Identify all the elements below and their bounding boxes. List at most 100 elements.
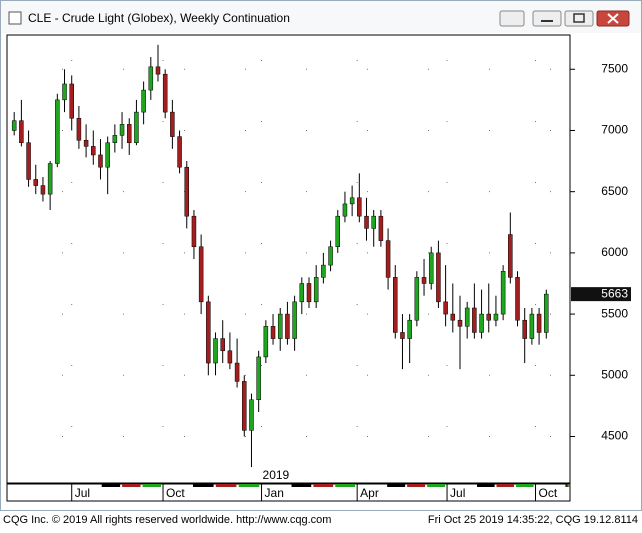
- candle-body: [515, 277, 520, 321]
- candle-body: [285, 313, 290, 339]
- candle-body: [393, 277, 398, 333]
- candle-body: [436, 252, 441, 303]
- candle-body: [98, 154, 103, 168]
- candle-body: [256, 356, 261, 401]
- candle-body: [472, 307, 477, 333]
- x-tick-label: Apr: [360, 486, 379, 500]
- candle-body: [493, 313, 499, 321]
- y-tick-label: 6500: [601, 184, 628, 198]
- maximize-button[interactable]: [564, 10, 594, 27]
- strip-segment: [516, 484, 534, 487]
- candle-body: [126, 124, 132, 143]
- candle-body: [529, 313, 535, 339]
- candle-body: [69, 83, 74, 119]
- minimize-button[interactable]: [532, 10, 562, 27]
- strip-segment: [238, 484, 260, 487]
- candle-body: [155, 66, 161, 75]
- candle-body: [364, 215, 369, 229]
- x-tick-label: Oct: [166, 486, 185, 500]
- candle-body: [19, 120, 24, 143]
- candle-body: [522, 319, 527, 339]
- strip-segment: [565, 484, 567, 487]
- candle-body: [76, 117, 82, 141]
- y-tick-label: 5500: [601, 306, 628, 320]
- year-label: 2019: [263, 468, 290, 482]
- x-tick-label: Jan: [265, 486, 284, 500]
- strip-segment: [215, 484, 237, 487]
- x-tick-label: Oct: [538, 486, 557, 500]
- candle-body: [443, 301, 448, 315]
- candle-body: [414, 277, 420, 321]
- candle-body: [450, 313, 456, 321]
- candle-body: [141, 89, 146, 113]
- plot-area: [6, 34, 571, 484]
- x-tick-label: Jul: [450, 486, 465, 500]
- candle-body: [119, 124, 125, 136]
- link-button[interactable]: [499, 10, 525, 27]
- candle-body: [342, 203, 348, 217]
- y-tick-label: 7500: [601, 61, 628, 75]
- strip-segment: [193, 484, 214, 487]
- strip-segment: [335, 484, 355, 487]
- candle-body: [457, 319, 463, 327]
- candle-body: [313, 277, 319, 303]
- strip-segment: [427, 484, 446, 487]
- candle-body: [191, 215, 197, 248]
- strip-segment: [477, 484, 495, 487]
- y-tick-label: 6000: [601, 245, 628, 259]
- candle-body: [400, 332, 405, 339]
- chart-title: CLE - Crude Light (Globex), Weekly Conti…: [28, 11, 290, 25]
- time-strip: [6, 483, 571, 502]
- candle-body: [148, 66, 154, 91]
- candle-body: [83, 140, 89, 147]
- candle-body: [47, 163, 53, 195]
- strip-segment: [568, 484, 570, 487]
- candle-body: [134, 111, 139, 143]
- candle-body: [536, 313, 542, 333]
- candle-body: [242, 381, 247, 431]
- strip-segment: [387, 484, 406, 487]
- candle-body: [421, 277, 427, 284]
- candle-body: [328, 246, 333, 266]
- strip-segment: [566, 484, 569, 487]
- candle-body: [220, 338, 225, 352]
- strip-segment: [122, 484, 141, 487]
- footer-right: Fri Oct 25 2019 14:35:22, CQG 19.12.8114: [428, 514, 638, 526]
- candle-body: [464, 307, 470, 327]
- candle-body: [91, 146, 96, 156]
- candle-body: [349, 197, 355, 205]
- candle-body: [55, 99, 60, 164]
- candle-body: [321, 264, 326, 278]
- candle-body: [407, 319, 412, 339]
- y-tick-label: 4500: [601, 429, 628, 443]
- candle-body: [234, 362, 240, 382]
- candle-body: [177, 136, 182, 168]
- strip-segment: [496, 484, 515, 487]
- last-price-box: [571, 287, 631, 302]
- candle-body: [213, 338, 218, 364]
- candle-body: [277, 313, 283, 339]
- candle-body: [227, 350, 233, 364]
- candle-body: [270, 326, 276, 339]
- candle-body: [378, 215, 384, 241]
- candle-body: [486, 313, 491, 321]
- candle-body: [299, 283, 305, 303]
- candle-body: [385, 240, 391, 278]
- candle-body: [170, 111, 175, 137]
- strip-segment: [101, 484, 121, 487]
- candle-body: [544, 293, 549, 333]
- candle-body: [33, 179, 39, 186]
- strip-segment: [142, 484, 161, 487]
- x-tick-label: Jul: [75, 486, 90, 500]
- y-tick-label: 7000: [601, 123, 628, 137]
- candle-body: [306, 283, 312, 303]
- candle-body: [184, 166, 190, 217]
- strip-segment: [291, 484, 312, 487]
- candle-body: [11, 120, 17, 131]
- y-tick-label: 5000: [601, 367, 628, 381]
- strip-segment: [407, 484, 426, 487]
- candle-body: [292, 301, 297, 339]
- candle-body: [105, 142, 110, 168]
- candle-body: [112, 135, 118, 143]
